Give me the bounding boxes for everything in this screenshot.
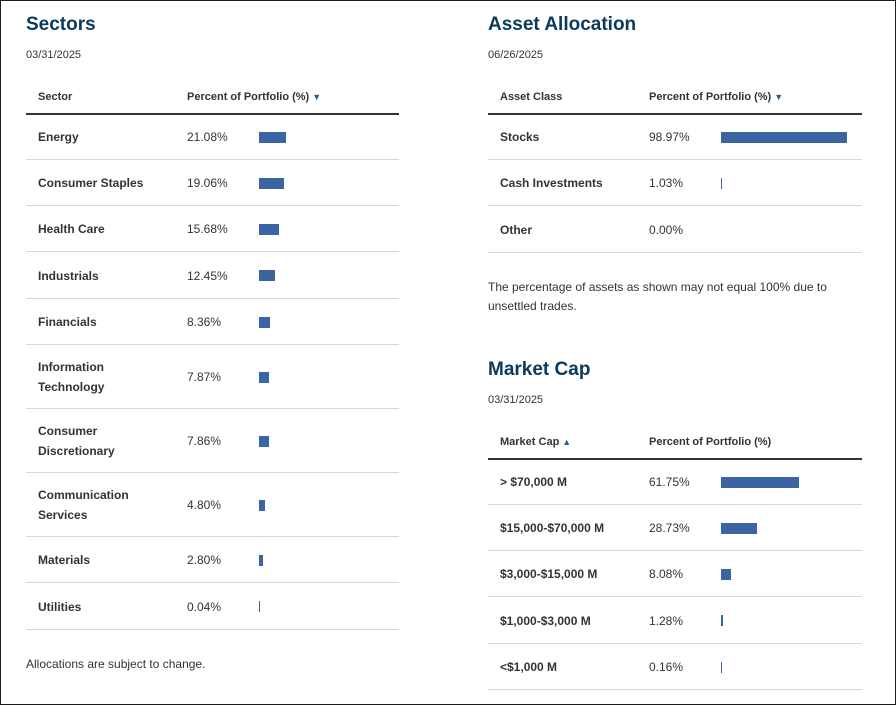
sectors-title: Sectors: [26, 14, 96, 35]
sector-row-value: 15.68%: [187, 222, 228, 236]
market-cap-row-bar: [721, 615, 723, 626]
sector-row-value: 8.36%: [187, 315, 222, 329]
sector-row-label: Energy: [38, 130, 79, 144]
market-cap-column-header[interactable]: Market Cap ▲: [500, 436, 571, 448]
market-cap-row-label: $3,000-$15,000 M: [500, 567, 598, 581]
sector-row-label: Utilities: [38, 599, 82, 614]
sector-row: Consumer Staples 19.06%: [26, 160, 399, 206]
market-cap-row-bar: [721, 476, 799, 488]
market-cap-row: <$1,000 M 0.16%: [488, 644, 862, 690]
sector-row: Industrials 12.45%: [26, 252, 399, 299]
sector-row-value: 12.45%: [187, 268, 228, 283]
sector-row-value: 7.87%: [187, 370, 222, 384]
sector-row-label: Information Technology: [38, 360, 105, 394]
market-cap-row-value: 61.75%: [649, 475, 690, 489]
asset-row-bar: [721, 131, 847, 143]
sector-row-value: 0.04%: [187, 599, 222, 614]
asset-class-header-label: Asset Class: [500, 91, 563, 103]
market-cap-row: $15,000-$70,000 M 28.73%: [488, 505, 862, 551]
market-cap-row-value: 1.28%: [649, 613, 684, 628]
asset-row: Other 0.00%: [488, 206, 862, 253]
asset-row-label: Other: [500, 222, 533, 237]
asset-class-column-header[interactable]: Asset Class: [500, 91, 562, 103]
sort-descending-icon: ▼: [312, 92, 322, 102]
market-cap-title: Market Cap: [488, 359, 591, 380]
sector-row-value: 2.80%: [187, 553, 222, 567]
asset-row-label: Cash Investments: [500, 176, 603, 190]
sector-row: Consumer Discretionary 7.86%: [26, 409, 399, 473]
asset-row-value: 98.97%: [649, 130, 690, 144]
market-cap-row-value: 8.08%: [649, 567, 684, 581]
asset-header-divider: [488, 113, 862, 115]
sector-row: Materials 2.80%: [26, 537, 399, 583]
asset-row: Cash Investments 1.03%: [488, 160, 862, 206]
asset-allocation-title: Asset Allocation: [488, 14, 637, 35]
market-cap-row-value: 28.73%: [649, 521, 690, 535]
sector-row: Energy 21.08%: [26, 114, 399, 160]
market-cap-row-label: $15,000-$70,000 M: [500, 521, 605, 535]
market-cap-header-label: Market Cap: [500, 436, 560, 448]
sector-row-label: Health Care: [38, 222, 105, 236]
market-cap-row-label: > $70,000 M: [500, 475, 568, 489]
sector-row-label: Consumer Discretionary: [38, 424, 115, 458]
sector-row-bar: [259, 131, 286, 143]
sector-percent-column-header[interactable]: Percent of Portfolio (%) ▼: [187, 91, 321, 103]
sector-row: Information Technology 7.87%: [26, 345, 399, 409]
sectors-footnote: Allocations are subject to change.: [26, 657, 206, 671]
sector-row-bar: [259, 554, 263, 566]
market-cap-row-label: $1,000-$3,000 M: [500, 613, 591, 628]
sector-row-label: Communication Services: [38, 488, 129, 522]
sort-descending-icon: ▼: [774, 92, 784, 102]
asset-allocation-date: 06/26/2025: [488, 49, 544, 61]
market-cap-row-bar: [721, 661, 722, 673]
sectors-date: 03/31/2025: [26, 49, 82, 61]
sector-row-value: 19.06%: [187, 176, 228, 190]
sort-ascending-icon: ▲: [562, 437, 572, 447]
sector-row-value: 4.80%: [187, 498, 222, 512]
sector-row-bar: [259, 371, 269, 383]
market-cap-row-bar: [721, 568, 731, 580]
sector-row: Communication Services 4.80%: [26, 473, 399, 537]
sector-row-label: Financials: [38, 315, 97, 329]
sector-percent-header-label: Percent of Portfolio (%): [187, 91, 310, 103]
sector-row-bar: [259, 316, 270, 328]
market-cap-row-value: 0.16%: [649, 660, 684, 674]
asset-row-value: 0.00%: [649, 222, 684, 237]
sector-row-label: Consumer Staples: [38, 176, 144, 190]
asset-row: Stocks 98.97%: [488, 114, 862, 160]
sector-row-bar: [259, 270, 275, 281]
asset-row-value: 1.03%: [649, 176, 684, 190]
sectors-header-divider: [26, 113, 399, 115]
asset-percent-header-label: Percent of Portfolio (%): [649, 91, 772, 103]
sector-row-label: Industrials: [38, 268, 99, 283]
sector-column-header[interactable]: Sector: [38, 91, 72, 103]
market-cap-header-divider: [488, 458, 862, 460]
market-cap-row: > $70,000 M 61.75%: [488, 459, 862, 505]
market-cap-row: $1,000-$3,000 M 1.28%: [488, 597, 862, 644]
market-cap-row: $3,000-$15,000 M 8.08%: [488, 551, 862, 597]
market-cap-row-label: <$1,000 M: [500, 660, 558, 674]
asset-percent-column-header[interactable]: Percent of Portfolio (%) ▼: [649, 91, 783, 103]
asset-allocation-note: The percentage of assets as shown may no…: [488, 280, 827, 313]
asset-row-bar: [721, 177, 722, 189]
sector-row: Utilities 0.04%: [26, 583, 399, 630]
sector-column-header-label: Sector: [38, 91, 73, 103]
sector-row-bar: [259, 601, 260, 612]
market-cap-date: 03/31/2025: [488, 394, 544, 406]
market-cap-percent-header-label: Percent of Portfolio (%): [649, 436, 772, 448]
sector-row: Financials 8.36%: [26, 299, 399, 345]
market-cap-row-bar: [721, 522, 757, 534]
sector-row-bar: [259, 435, 269, 447]
sector-row-value: 7.86%: [187, 434, 222, 448]
asset-row-label: Stocks: [500, 130, 540, 144]
sector-row: Health Care 15.68%: [26, 206, 399, 252]
sector-row-label: Materials: [38, 553, 91, 567]
sector-row-value: 21.08%: [187, 130, 228, 144]
sector-row-bar: [259, 177, 284, 189]
market-cap-percent-column-header[interactable]: Percent of Portfolio (%): [649, 436, 771, 448]
sector-row-bar: [259, 499, 265, 511]
sector-row-bar: [259, 223, 279, 235]
